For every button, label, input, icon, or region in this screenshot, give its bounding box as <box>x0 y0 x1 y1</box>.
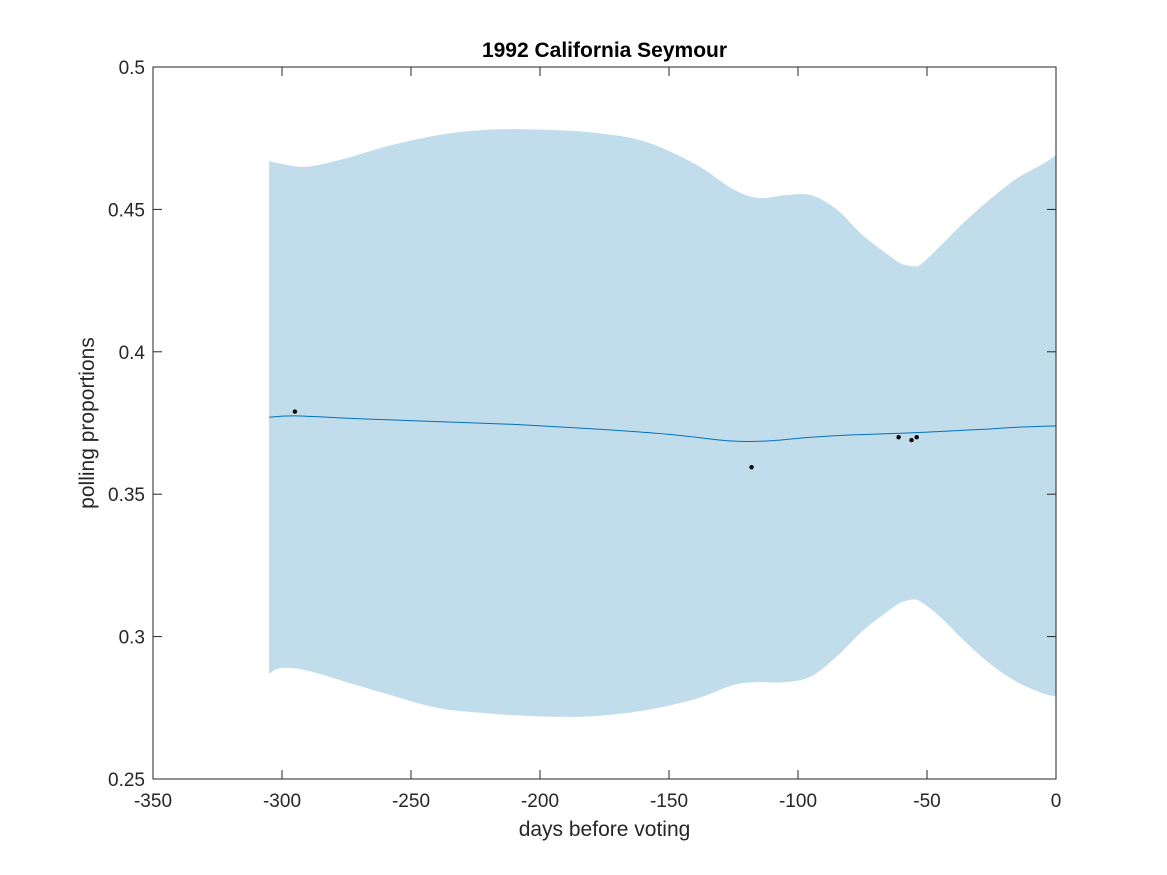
poll-point <box>292 409 298 414</box>
x-tick-label: -200 <box>521 791 559 812</box>
y-tick-label: 0.5 <box>119 58 145 79</box>
x-tick-label: -250 <box>392 791 430 812</box>
x-tick-label: 0 <box>1051 791 1062 812</box>
y-tick-label: 0.35 <box>108 485 145 506</box>
x-tick-label: -300 <box>263 791 301 812</box>
y-tick-label: 0.25 <box>108 770 145 791</box>
x-tick-label: -100 <box>779 791 817 812</box>
ticks-layer: -350 -300 -250 -200 -150 -100 -50 0 0.25 0.3 0.35 0… <box>108 58 1061 812</box>
x-tick-label: -350 <box>134 791 172 812</box>
x-axis-label: days before voting <box>519 818 691 841</box>
y-tick-label: 0.4 <box>119 343 146 364</box>
poll-point <box>749 464 754 470</box>
poll-point <box>896 435 901 440</box>
data-layer <box>269 129 1057 717</box>
y-tick-label: 0.3 <box>119 628 145 649</box>
poll-point <box>909 437 914 443</box>
confidence-band <box>269 129 1057 717</box>
y-tick-label: 0.45 <box>108 200 145 221</box>
x-tick-label: -50 <box>913 791 940 812</box>
axes-box <box>152 66 1057 780</box>
chart-title: 1992 California Seymour <box>482 39 727 62</box>
x-tick-label: -150 <box>650 791 688 812</box>
poll-point <box>914 435 919 440</box>
trend-line <box>269 415 1057 443</box>
y-axis-label: polling proportions <box>76 337 99 509</box>
